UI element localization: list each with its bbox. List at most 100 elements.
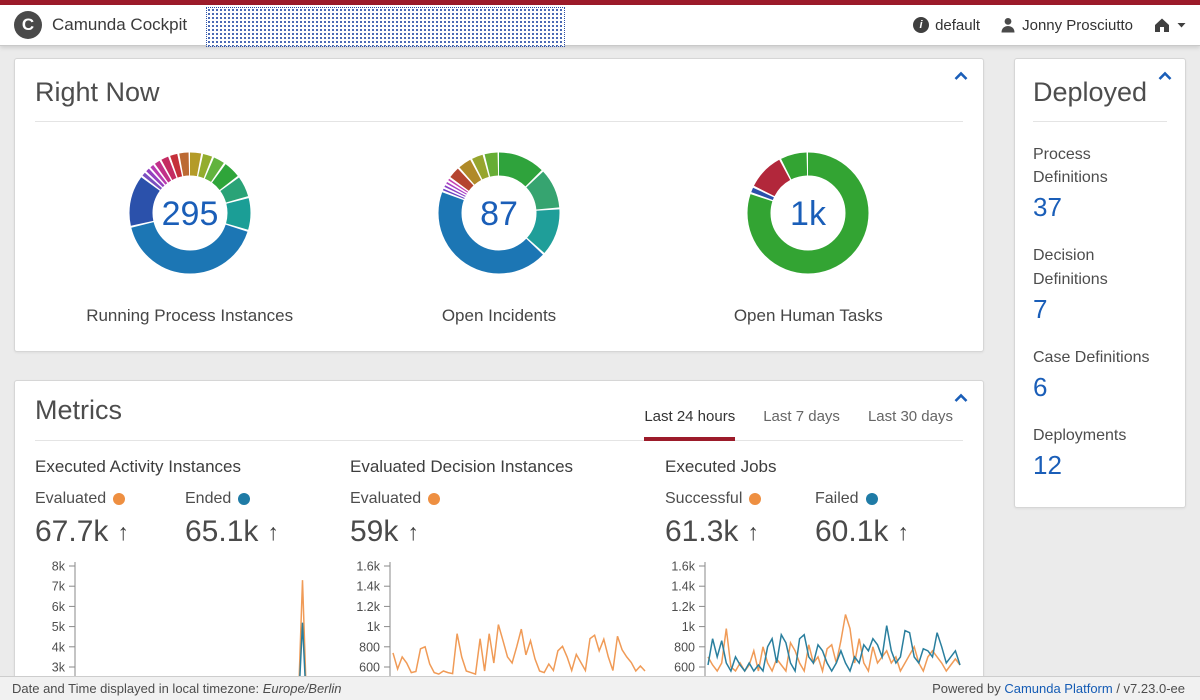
svg-text:7k: 7k	[52, 580, 66, 594]
svg-text:8k: 8k	[52, 560, 66, 574]
info-icon: i	[913, 17, 930, 33]
legend-dot-orange	[428, 493, 441, 505]
timezone-note: Date and Time displayed in local timezon…	[12, 681, 342, 696]
camunda-platform-link[interactable]: Camunda Platform	[1004, 681, 1113, 696]
panel-title: Deployed	[1033, 77, 1148, 107]
deployed-item-value[interactable]: 37	[1033, 192, 1062, 223]
stat-successful: Successful 61.3k ↑	[665, 490, 815, 549]
svg-text:1.2k: 1.2k	[356, 600, 380, 614]
deployed-panel: Deployed Process Definitions 37 Decision…	[1014, 58, 1186, 508]
svg-text:600: 600	[674, 661, 695, 675]
trend-up-icon: ↑	[897, 518, 909, 545]
masked-region	[206, 7, 565, 47]
donut-label: Running Process Instances	[86, 306, 294, 325]
svg-text:1.4k: 1.4k	[356, 580, 380, 594]
panel-title: Metrics	[35, 395, 122, 425]
app-title: Camunda Cockpit	[52, 15, 188, 34]
svg-text:295: 295	[161, 195, 218, 233]
deployed-item-deployments: Deployments 12	[1033, 424, 1167, 481]
svg-text:3k: 3k	[52, 661, 66, 675]
deployed-item-value[interactable]: 12	[1033, 450, 1062, 481]
stat-value: 59k	[350, 515, 399, 548]
metric-executed-activity-instances: Executed Activity Instances Evaluated 67…	[35, 457, 335, 699]
user-menu[interactable]: Jonny Prosciutto	[1000, 17, 1133, 34]
stat-label: Evaluated	[350, 490, 422, 507]
collapse-right-now-icon[interactable]	[953, 71, 969, 81]
donut-open-incidents: 87 Open Incidents	[344, 151, 653, 326]
chevron-down-icon	[1177, 23, 1186, 28]
deployed-item-label: Case Definitions	[1033, 348, 1150, 366]
deployed-item-case-definitions: Case Definitions 6	[1033, 346, 1167, 403]
open-incidents-chart[interactable]: 87	[437, 152, 561, 279]
app-header: C Camunda Cockpit i default Jonny Prosci…	[0, 5, 1200, 47]
timezone-prefix: Date and Time displayed in local timezon…	[12, 681, 263, 696]
donut-open-human-tasks: 1k Open Human Tasks	[654, 151, 963, 326]
collapse-metrics-icon[interactable]	[953, 393, 969, 403]
svg-text:1.2k: 1.2k	[671, 600, 695, 614]
svg-text:600: 600	[359, 661, 380, 675]
trend-up-icon: ↑	[117, 518, 129, 545]
metrics-range-tabs: Last 24 hours Last 7 days Last 30 days	[644, 408, 953, 441]
metric-title: Executed Jobs	[665, 457, 777, 476]
panel-title: Right Now	[35, 77, 160, 107]
svg-text:1k: 1k	[682, 620, 696, 634]
user-icon	[1001, 18, 1015, 33]
home-icon	[1155, 18, 1169, 32]
tab-last-7-days[interactable]: Last 7 days	[763, 408, 840, 425]
camunda-logo-icon[interactable]: C	[14, 11, 42, 39]
trend-up-icon: ↑	[407, 518, 419, 545]
svg-text:87: 87	[480, 195, 518, 233]
collapse-deployed-icon[interactable]	[1157, 71, 1173, 81]
user-name: Jonny Prosciutto	[1022, 16, 1133, 34]
divider	[1033, 121, 1167, 122]
stat-label: Failed	[815, 490, 859, 507]
engine-selector[interactable]: i default	[913, 17, 980, 34]
running-process-instances-chart[interactable]: 295	[128, 152, 252, 279]
donut-label: Open Human Tasks	[733, 306, 883, 325]
metric-executed-jobs: Executed Jobs Successful 61.3k ↑ Failed 6…	[665, 457, 965, 696]
executed-jobs-chart: 1.6k 1.4k 1.2k 1k 800 600	[665, 557, 965, 696]
metrics-panel: Metrics Last 24 hours Last 7 days Last 3…	[14, 380, 984, 700]
deployed-item-label: Decision Definitions	[1033, 247, 1108, 288]
open-human-tasks-chart[interactable]: 1k	[746, 152, 870, 279]
stat-value: 65.1k	[185, 515, 259, 548]
version-label: / v7.23.0-ee	[1112, 681, 1185, 696]
stat-value: 60.1k	[815, 515, 889, 548]
donut-running-process-instances: 295 Running Process Instances	[35, 151, 344, 326]
stat-value: 61.3k	[665, 515, 739, 548]
svg-text:6k: 6k	[52, 600, 66, 614]
stat-label: Evaluated	[35, 490, 107, 507]
stat-value: 67.7k	[35, 515, 109, 548]
deployed-item-label: Process Definitions	[1033, 146, 1108, 187]
tab-last-24-hours[interactable]: Last 24 hours	[644, 408, 736, 441]
tab-last-30-days[interactable]: Last 30 days	[867, 408, 953, 425]
deployed-item-process-definitions: Process Definitions 37	[1033, 143, 1167, 223]
brand-color-bar	[0, 0, 1200, 5]
deployed-item-value[interactable]: 7	[1033, 293, 1048, 324]
svg-text:1.6k: 1.6k	[671, 560, 695, 574]
deployed-item-decision-definitions: Decision Definitions 7	[1033, 244, 1167, 324]
engine-label: default	[935, 16, 981, 34]
deployed-item-label: Deployments	[1033, 426, 1127, 444]
powered-by: Powered by Camunda Platform / v7.23.0-ee	[932, 681, 1185, 696]
svg-text:800: 800	[674, 640, 695, 654]
activity-instances-chart: 8k 7k 6k 5k 4k 3k	[35, 557, 335, 699]
stat-evaluated: Evaluated 59k ↑	[350, 490, 500, 549]
decision-instances-chart: 1.6k 1.4k 1.2k 1k 800 600	[350, 557, 650, 696]
stat-evaluated: Evaluated 67.7k ↑	[35, 490, 185, 549]
legend-dot-orange	[113, 493, 126, 505]
stat-ended: Ended 65.1k ↑	[185, 490, 335, 549]
metric-title: Evaluated Decision Instances	[350, 457, 574, 476]
svg-text:1k: 1k	[790, 195, 827, 233]
stat-label: Successful	[665, 490, 743, 507]
svg-text:5k: 5k	[52, 620, 66, 634]
deployed-item-value[interactable]: 6	[1033, 371, 1048, 402]
stat-failed: Failed 60.1k ↑	[815, 490, 965, 549]
timezone-value: Europe/Berlin	[262, 681, 342, 696]
donut-label: Open Incidents	[441, 306, 557, 325]
home-menu[interactable]	[1153, 17, 1186, 33]
svg-text:1k: 1k	[367, 620, 381, 634]
legend-dot-orange	[749, 493, 762, 505]
svg-text:800: 800	[359, 640, 380, 654]
metric-title: Executed Activity Instances	[35, 457, 241, 476]
